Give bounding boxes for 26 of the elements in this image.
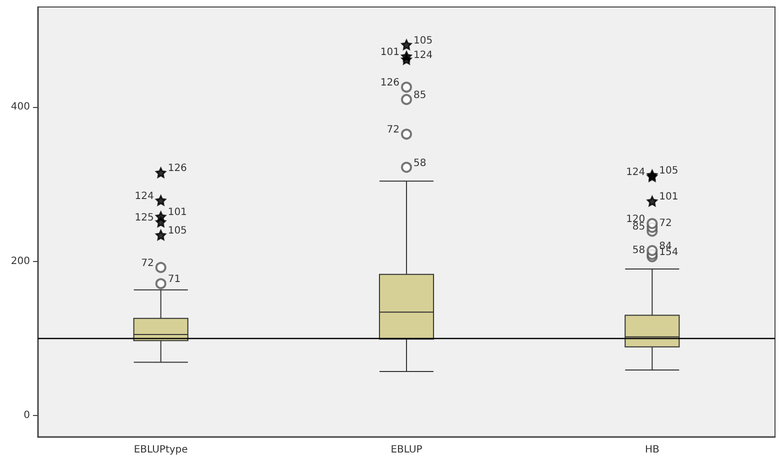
- y-tick-label: 200: [10, 256, 30, 267]
- annotation: 72: [659, 218, 672, 229]
- y-tick-label: 0: [24, 410, 30, 421]
- annotation: 101: [659, 192, 678, 203]
- annotation: 101: [168, 207, 187, 218]
- annotation: 124: [414, 50, 433, 61]
- annotation: 124: [134, 190, 154, 202]
- annotation: 105: [659, 165, 678, 176]
- annotation: 105: [168, 226, 187, 237]
- annotation: 105: [414, 35, 433, 46]
- annotation: 101: [380, 46, 400, 58]
- annotation: 58: [632, 244, 646, 256]
- annotation: 71: [168, 274, 181, 286]
- x-tick-label: EBLUP: [390, 444, 422, 456]
- annotation: 126: [380, 78, 400, 89]
- annotation: 58: [414, 158, 426, 169]
- y-tick-label: 400: [10, 102, 30, 113]
- x-tick-label: HB: [644, 444, 660, 456]
- annotation: 126: [168, 163, 187, 174]
- annotation: 72: [386, 124, 400, 136]
- annotation: 154: [659, 247, 678, 258]
- annotation: 85: [414, 90, 426, 101]
- annotation: 125: [134, 212, 154, 224]
- annotation: 124: [626, 167, 646, 178]
- annotation: 72: [141, 258, 154, 269]
- x-tick-label: EBLUPtype: [134, 444, 188, 456]
